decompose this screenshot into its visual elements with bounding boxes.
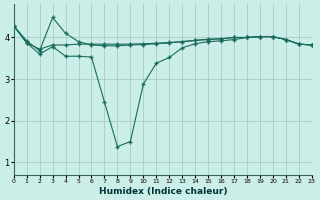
X-axis label: Humidex (Indice chaleur): Humidex (Indice chaleur) <box>99 187 227 196</box>
